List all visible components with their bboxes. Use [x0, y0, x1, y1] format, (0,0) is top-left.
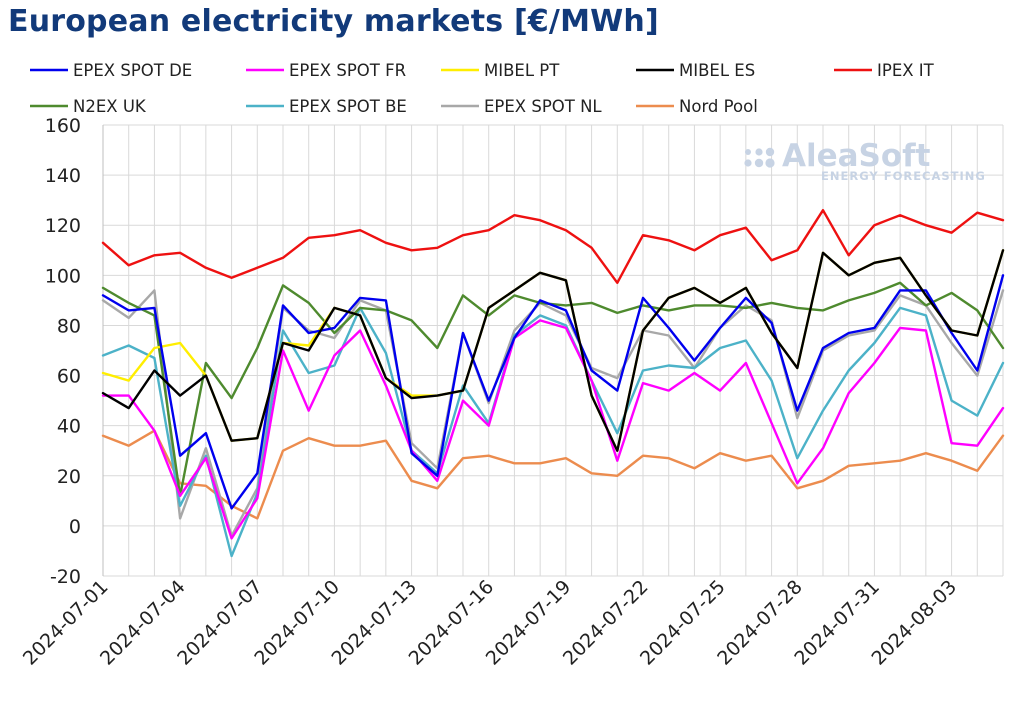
series-line-epex-spot-de [101, 274, 1005, 510]
series-line-epex-spot-fr [101, 319, 1005, 540]
y-tick-label: 40 [57, 416, 81, 438]
series-line-mibel-es [101, 249, 1005, 452]
legend-item: MIBEL ES [636, 61, 755, 80]
y-tick-label: 140 [45, 165, 81, 187]
legend-item: MIBEL PT [441, 61, 560, 80]
y-tick-label: 60 [57, 366, 81, 388]
legend-label: MIBEL ES [679, 61, 755, 80]
legend-item: EPEX SPOT DE [30, 61, 192, 80]
legend-label: Nord Pool [679, 97, 758, 116]
y-tick-label: 160 [45, 115, 81, 137]
legend-label: IPEX IT [877, 61, 935, 80]
legend: EPEX SPOT DE EPEX SPOT FR MIBEL PT MIBEL ES… [30, 61, 935, 116]
y-tick-label: 120 [45, 215, 81, 237]
series-line-epex-spot-nl [101, 289, 1005, 538]
series-line-nord-pool [101, 429, 1005, 520]
legend-label: EPEX SPOT NL [484, 97, 602, 116]
series-line-epex-spot-be [101, 306, 1005, 558]
legend-item: Nord Pool [636, 97, 758, 116]
legend-label: EPEX SPOT FR [289, 61, 406, 80]
legend-item: IPEX IT [834, 61, 935, 80]
series-lines [101, 208, 1005, 558]
legend-label: EPEX SPOT BE [289, 97, 407, 116]
y-tick-label: 20 [57, 466, 81, 488]
aleasoft-logo-icon [744, 147, 775, 168]
legend-label: MIBEL PT [484, 61, 560, 80]
legend-item: EPEX SPOT FR [246, 61, 406, 80]
series-line-ipex-it [101, 208, 1005, 284]
y-tick-label: 80 [57, 315, 81, 337]
legend-item: EPEX SPOT BE [246, 97, 407, 116]
legend-item: N2EX UK [30, 97, 147, 116]
watermark-brand: AleaSoft [782, 138, 931, 174]
y-tick-label: -20 [50, 566, 81, 588]
y-tick-label: 100 [45, 265, 81, 287]
chart-title: European electricity markets [€/MWh] [8, 4, 659, 39]
y-tick-label: 0 [69, 516, 81, 538]
legend-label: EPEX SPOT DE [73, 61, 192, 80]
watermark: AleaSoft ENERGY FORECASTING [744, 138, 985, 183]
watermark-tagline: ENERGY FORECASTING [821, 169, 986, 183]
legend-label: N2EX UK [73, 97, 147, 116]
legend-item: EPEX SPOT NL [441, 97, 602, 116]
